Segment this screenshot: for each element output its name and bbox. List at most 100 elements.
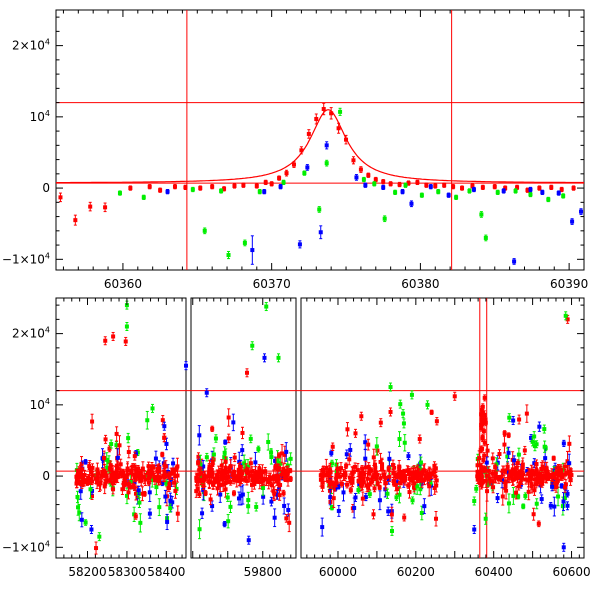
bottom-scatter-c0-89 xyxy=(117,435,122,456)
bottom-segment-frame-1 xyxy=(190,297,297,559)
top-point-s1-1 xyxy=(202,227,207,235)
bottom-core-c3-131 xyxy=(480,476,485,489)
bottom-core-c2-143 xyxy=(406,482,411,489)
top-point-s2-20 xyxy=(556,190,561,196)
bottom-scatter-c1-75 xyxy=(236,491,241,506)
top-point-s0-5 xyxy=(147,184,152,190)
bottom-core-c2-110 xyxy=(329,475,334,489)
bottom-scatter-c0-45 xyxy=(163,489,168,504)
bottom-core-c1-148 xyxy=(259,477,264,487)
top-point-s0-39 xyxy=(451,184,456,190)
bottom-outlier-s0-10 xyxy=(388,407,393,417)
bottom-core-c1-97 xyxy=(272,486,277,502)
top-point-s2-15 xyxy=(471,186,476,193)
top-point-s1-7 xyxy=(302,170,307,176)
top-point-s0-22 xyxy=(314,113,319,125)
bottom-scatter-c0-0 xyxy=(83,459,88,465)
bottom-scatter-c1-62 xyxy=(280,444,285,463)
bottom-core-c0-134 xyxy=(82,477,87,487)
bottom-core-c2-138 xyxy=(358,471,363,484)
bottom-scatter-c0-65 xyxy=(114,426,119,442)
bottom-core-c0-81 xyxy=(161,469,166,483)
bottom-scatter-c1-1 xyxy=(226,514,231,529)
top-point-s1-6 xyxy=(281,179,286,186)
bottom-scatter-c0-56 xyxy=(94,541,99,555)
bottom-scatter-c1-89 xyxy=(210,425,215,432)
chart_data.1-y-tick-label-0: 2×104 xyxy=(12,326,50,341)
bottom-scatter-c2-54 xyxy=(363,434,368,451)
bottom-x-tick-label-0-2: 58400 xyxy=(147,565,185,579)
bottom-core-c0-33 xyxy=(90,463,95,473)
bottom-outlier-s2-0 xyxy=(184,361,188,371)
bottom-scatter-c1-17 xyxy=(226,433,231,444)
bottom-core-c3-143 xyxy=(535,476,540,483)
bottom-scatter-c0-26 xyxy=(142,491,147,497)
bottom-scatter-c1-84 xyxy=(222,520,227,528)
bottom-core-c0-143 xyxy=(173,471,178,482)
bottom-scatter-c2-48 xyxy=(363,448,368,469)
top-point-s2-11 xyxy=(400,189,405,195)
bottom-core-c3-75 xyxy=(517,469,522,476)
top-x-tick-label-1: 60370 xyxy=(253,277,291,291)
bottom-data-points xyxy=(74,300,574,555)
bottom-core-c2-149 xyxy=(321,465,326,477)
bottom-scatter-c0-71 xyxy=(126,445,131,459)
bottom-outlier-s2-8 xyxy=(353,492,358,502)
top-point-s2-1 xyxy=(250,235,255,265)
bottom-scatter-c2-1 xyxy=(401,409,406,419)
bottom-scatter-c3-43 xyxy=(523,492,528,500)
bottom-core-c3-140 xyxy=(491,481,496,494)
bottom-core-c0-145 xyxy=(127,481,132,489)
bottom-core-c2-82 xyxy=(432,461,437,471)
bottom-scatter-c2-61 xyxy=(418,456,423,469)
bottom-core-c1-140 xyxy=(257,474,262,490)
bottom-scatter-c1-47 xyxy=(208,493,213,506)
bottom-core-c3-135 xyxy=(534,471,539,478)
bottom-scatter-c3-50 xyxy=(502,435,507,454)
bottom-core-c1-128 xyxy=(244,476,249,486)
bottom-scatter-c1-12 xyxy=(282,497,287,515)
bottom-scatter-c2-44 xyxy=(348,486,353,494)
bottom-scatter-c3-31 xyxy=(521,503,526,510)
top-point-s0-49 xyxy=(559,186,564,193)
top-point-s1-16 xyxy=(419,192,424,198)
bottom-scatter-c2-31 xyxy=(419,505,424,521)
top-point-s0-25 xyxy=(336,122,341,134)
top-point-s0-29 xyxy=(366,172,371,178)
top-point-s0-8 xyxy=(183,184,188,191)
top-point-s1-28 xyxy=(117,190,122,196)
bottom-scatter-c0-70 xyxy=(145,410,150,430)
bottom-scatter-c2-35 xyxy=(429,409,434,415)
bottom-scatter-c1-29 xyxy=(240,426,245,440)
bottom-outlier-s2-11 xyxy=(246,535,251,545)
top-x-tick-label-3: 60390 xyxy=(550,277,588,291)
bottom-core-c1-143 xyxy=(273,475,278,483)
bottom-scatter-c1-79 xyxy=(228,500,233,514)
bottom-x-tick-label-2-2: 60400 xyxy=(475,565,513,579)
top-y-tick-labels: 2×104 104 0 −1×104 xyxy=(2,38,50,267)
bottom-core-c0-137 xyxy=(152,473,157,481)
bottom-core-c1-149 xyxy=(281,467,286,480)
bottom-scatter-c3-27 xyxy=(495,493,500,504)
top-reference-lines xyxy=(56,10,584,270)
bottom-scatter-c1-21 xyxy=(223,439,228,445)
bottom-core-c2-145 xyxy=(415,464,420,479)
top-point-s2-5 xyxy=(305,164,310,171)
bottom-core-c1-134 xyxy=(201,473,206,488)
bottom-outlier-s2-4 xyxy=(262,353,267,363)
bottom-outlier-s2-7 xyxy=(561,542,566,552)
bottom-scatter-c3-83 xyxy=(490,452,495,465)
bottom-scatter-c0-82 xyxy=(157,498,162,517)
bottom-scatter-c3-70 xyxy=(534,440,539,449)
bottom-core-c0-109 xyxy=(122,473,127,482)
bottom-scatter-c3-62 xyxy=(517,414,522,425)
bottom-core-c0-111 xyxy=(156,466,161,476)
top-point-s2-17 xyxy=(512,258,517,265)
bottom-scatter-c1-68 xyxy=(226,408,231,427)
bottom-outlier-s0-17 xyxy=(372,460,377,470)
top-point-s0-23 xyxy=(321,102,326,116)
bottom-outlier-s1-2 xyxy=(150,403,155,413)
bottom-scatter-c2-24 xyxy=(363,493,368,502)
bottom-core-c2-114 xyxy=(393,470,398,479)
top-point-s2-4 xyxy=(297,240,302,249)
